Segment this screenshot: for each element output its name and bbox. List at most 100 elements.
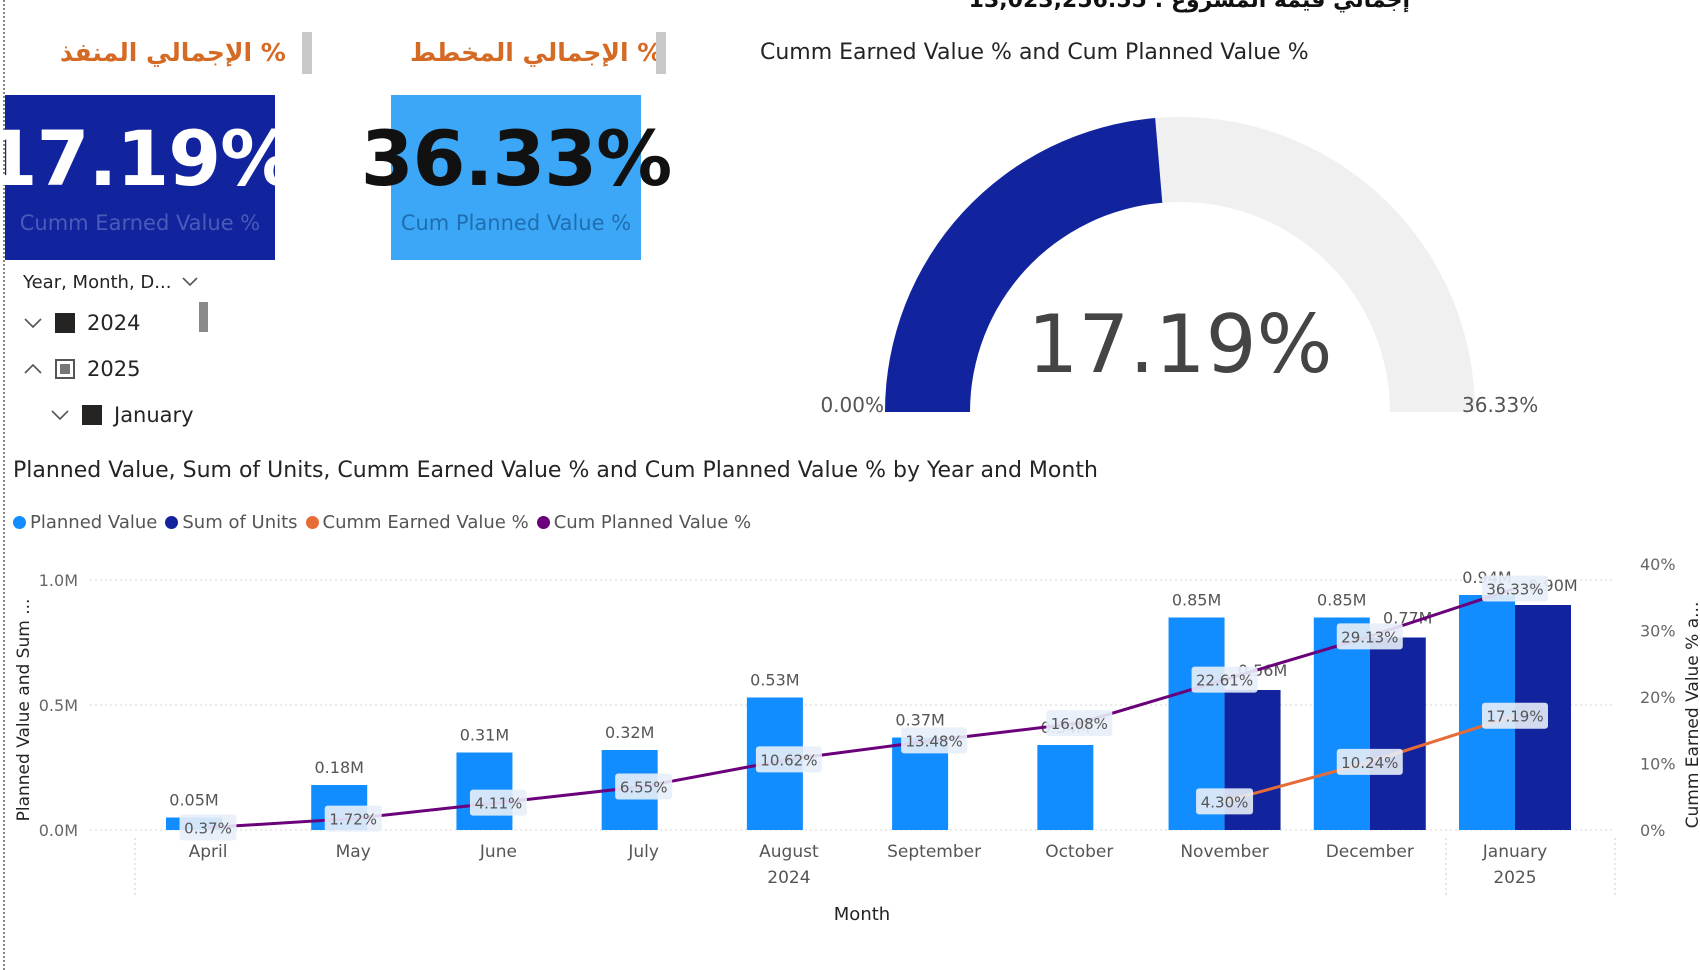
line-data-label: 36.33%	[1486, 580, 1543, 598]
y2-tick-label: 10%	[1640, 755, 1676, 774]
slicer-header-label: Year, Month, D...	[23, 272, 172, 293]
line-data-label-bg	[1482, 575, 1548, 602]
x-tick-label: January	[1482, 842, 1547, 862]
line-data-label: 10.24%	[1341, 754, 1398, 772]
separator	[302, 32, 312, 74]
y-tick-label: 1.0M	[39, 571, 78, 590]
combo-chart[interactable]: 0.0M 0.5M 1.0M 0% 10% 20% 30% 40% 0.05M 0.18M 0.31…	[0, 550, 1700, 970]
line-data-label-bg	[1196, 788, 1254, 815]
slicer-scrollbar[interactable]	[199, 302, 208, 332]
x-tick-label: June	[479, 842, 517, 862]
line-data-label: 1.72%	[329, 811, 377, 829]
line-data-label-bg	[324, 805, 382, 832]
line-data-label: 4.11%	[475, 795, 523, 813]
series-line	[207, 587, 1516, 830]
gauge-title: Cumm Earned Value % and Cum Planned Valu…	[760, 40, 1309, 65]
x-tick-label: November	[1180, 842, 1268, 862]
planned-value-card[interactable]: 36.33% Cum Planned Value %	[361, 95, 672, 260]
slicer-item-label: 2025	[87, 357, 141, 381]
legend-dot-icon	[165, 516, 179, 529]
gauge-max-label: 36.33%	[1462, 393, 1538, 417]
y-axis-title: Planned Value and Sum ...	[14, 599, 34, 822]
slicer-item-2025[interactable]: 2025	[23, 357, 140, 381]
y2-tick-label: 20%	[1640, 688, 1676, 707]
x-tick-label: May	[336, 842, 371, 862]
legend-item[interactable]: Cum Planned Value %	[536, 512, 752, 533]
bar-data-label: 0.53M	[750, 671, 799, 690]
checkbox-checked-icon[interactable]	[55, 313, 75, 333]
bar-data-label: 0.32M	[605, 723, 654, 742]
line-data-label: 10.62%	[760, 751, 817, 769]
y2-axis-title: Cumm Earned Value % a...	[1683, 602, 1700, 829]
chevron-up-icon[interactable]	[23, 359, 43, 379]
legend-item[interactable]: Cumm Earned Value %	[305, 512, 529, 533]
x-tick-label: October	[1045, 842, 1113, 862]
slicer-header[interactable]: Year, Month, D...	[23, 272, 171, 293]
x-tick-label: August	[759, 842, 819, 862]
legend-label: Planned Value	[30, 512, 158, 533]
slicer-item-label: 2024	[87, 311, 141, 335]
bar-data-label: 0.18M	[315, 758, 364, 777]
slicer-item-january[interactable]: January	[50, 403, 194, 427]
x-tick-label: December	[1326, 842, 1414, 862]
y-tick-label: 0.0M	[39, 821, 78, 840]
line-data-label-bg	[1336, 748, 1403, 775]
x-tick-label: July	[627, 842, 659, 862]
bar-data-label: 0.05M	[169, 791, 218, 810]
legend-label: Cumm Earned Value %	[322, 512, 529, 533]
gauge-chart[interactable]: 17.19% 0.00% 36.33%	[800, 70, 1560, 420]
x-year-label: 2024	[767, 868, 810, 888]
bar-data-label: 0.85M	[1317, 591, 1366, 610]
checkbox-checked-icon[interactable]	[82, 405, 102, 425]
slicer-item-2024[interactable]: 2024	[23, 311, 140, 335]
line-data-label: 6.55%	[620, 778, 668, 796]
line-data-label: 16.08%	[1051, 715, 1108, 733]
y2-tick-label: 40%	[1640, 555, 1676, 574]
line-data-label-bg	[755, 746, 822, 773]
bar-planned-value	[1037, 745, 1094, 830]
chevron-down-icon[interactable]	[181, 276, 199, 288]
legend-dot-icon	[13, 516, 26, 529]
line-data-label: 4.30%	[1201, 793, 1249, 811]
legend-label: Cum Planned Value %	[553, 512, 752, 533]
line-data-label-bg	[469, 789, 527, 816]
earned-value-number: 17.19%	[0, 113, 296, 203]
x-tick-label: September	[887, 842, 981, 862]
chart-title: Planned Value, Sum of Units, Cumm Earned…	[13, 458, 1098, 483]
separator	[656, 32, 666, 74]
y-tick-label: 0.5M	[39, 696, 78, 715]
line-data-label: 22.61%	[1196, 672, 1253, 690]
bar-data-label: 0.37M	[895, 711, 944, 730]
planned-value-number: 36.33%	[360, 113, 673, 203]
bar-data-label: 0.31M	[460, 726, 509, 745]
earned-value-label: Cumm Earned Value %	[19, 210, 261, 235]
bar-data-label: 0.77M	[1383, 609, 1432, 628]
chevron-down-icon[interactable]	[50, 405, 70, 425]
bar-sum-of-units	[1369, 637, 1426, 830]
legend-dot-icon	[536, 516, 550, 529]
x-year-label: 2025	[1493, 868, 1536, 888]
earned-value-card[interactable]: 17.19% Cumm Earned Value %	[0, 95, 296, 260]
executed-total-title: الإجمالي المنفذ %	[60, 38, 286, 67]
total-project-value: إجمالي قيمة المشروع : 13,023,256.55	[968, 0, 1410, 13]
line-data-label-bg	[1191, 666, 1258, 693]
planned-total-title: الإجمالي المخطط %	[410, 38, 663, 67]
legend-dot-icon	[305, 516, 319, 529]
line-data-label: 13.48%	[906, 732, 963, 750]
chevron-down-icon[interactable]	[23, 313, 43, 333]
line-data-label-bg	[1482, 702, 1548, 729]
gauge-value-label: 17.19%	[1027, 298, 1332, 391]
legend-item[interactable]: Sum of Units	[165, 512, 298, 533]
gauge-fill	[885, 118, 1163, 412]
line-data-label-bg	[615, 773, 673, 800]
line-data-label: 29.13%	[1341, 628, 1398, 646]
bar-data-label: 0.85M	[1172, 591, 1221, 610]
line-data-label-bg	[179, 814, 237, 841]
checkbox-partial-icon[interactable]	[55, 359, 75, 379]
legend-item[interactable]: Planned Value	[13, 512, 157, 533]
gauge-min-label: 0.00%	[820, 393, 884, 417]
line-data-label-bg	[901, 727, 968, 754]
page-left-border	[3, 0, 5, 970]
line-data-label: 0.37%	[184, 820, 232, 838]
x-axis-title: Month	[834, 904, 890, 925]
